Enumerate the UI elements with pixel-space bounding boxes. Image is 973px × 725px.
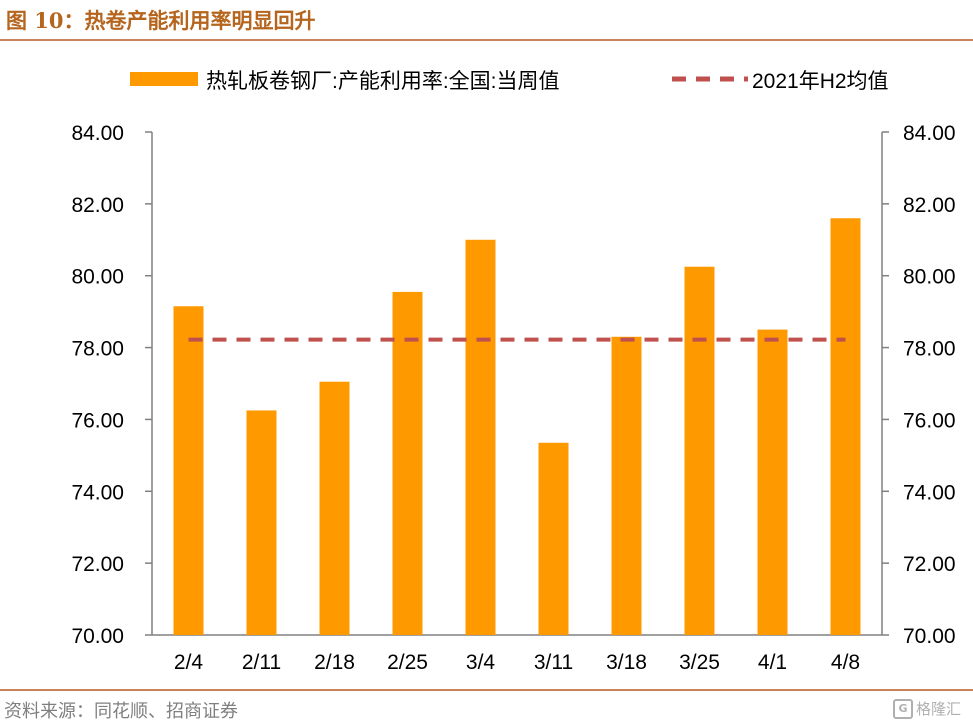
y-tick-label-right: 72.00 [903,553,956,576]
bar [246,410,277,635]
x-tick-label: 3/11 [534,651,573,674]
legend: 热轧板卷钢厂:产能利用率:全国:当周值 2021年H2均值 [130,70,889,93]
y-tick-label-right: 74.00 [903,481,956,504]
y-tick-label-left: 82.00 [71,194,124,217]
bar [319,381,350,635]
x-tick-label: 3/18 [606,651,647,674]
legend-bar-swatch [130,72,198,86]
bar [757,329,788,635]
y-tick-label-left: 74.00 [71,481,124,504]
x-axis-ticks: 2/4 2/11 2/18 2/25 3/4 3/11 3/18 3/25 4/1 4/8 [174,651,860,674]
y-axis-left-ticks: 84.00 82.00 80.00 78.00 76.00 74.00 72.00 70.00 [71,122,152,648]
bar [538,442,569,635]
title-divider [0,39,973,41]
y-tick-label-left: 72.00 [71,553,124,576]
y-tick-label-left: 76.00 [71,409,124,432]
bar [173,306,204,635]
bar [392,291,423,635]
y-tick-label-left: 70.00 [71,625,124,648]
y-tick-label-left: 80.00 [71,266,124,289]
y-axis-right-ticks: 84.00 82.00 80.00 78.00 76.00 74.00 72.00 70.00 [882,122,956,648]
x-tick-label: 2/4 [174,651,204,674]
y-tick-label-left: 84.00 [71,122,124,145]
y-tick-label-right: 82.00 [903,194,956,217]
x-tick-label: 2/25 [387,651,428,674]
y-tick-label-left: 78.00 [71,338,124,361]
watermark: G 格隆汇 [892,698,961,719]
legend-line-label: 2021年H2均值 [752,70,889,93]
bar [830,218,861,635]
y-tick-label-right: 76.00 [903,409,956,432]
y-tick-label-right: 80.00 [903,266,956,289]
watermark-text: 格隆汇 [915,700,961,718]
bar [611,336,642,635]
x-tick-label: 2/18 [314,651,355,674]
legend-bar-label: 热轧板卷钢厂:产能利用率:全国:当周值 [206,70,560,93]
bars [173,218,861,636]
watermark-logo-icon: G [892,698,913,719]
x-tick-label: 2/11 [242,651,281,674]
bar [684,266,715,635]
x-tick-label: 3/25 [679,651,720,674]
y-tick-label-right: 84.00 [903,122,956,145]
y-tick-label-right: 70.00 [903,625,956,648]
x-tick-label: 3/4 [466,651,496,674]
footer-divider [0,689,973,691]
source-note: 资料来源：同花顺、招商证券 [4,701,238,722]
y-tick-label-right: 78.00 [903,338,956,361]
x-tick-label: 4/1 [758,651,787,674]
bar [465,239,496,636]
figure-title: 图 10：热卷产能利用率明显回升 [6,8,316,33]
x-tick-label: 4/8 [831,651,860,674]
